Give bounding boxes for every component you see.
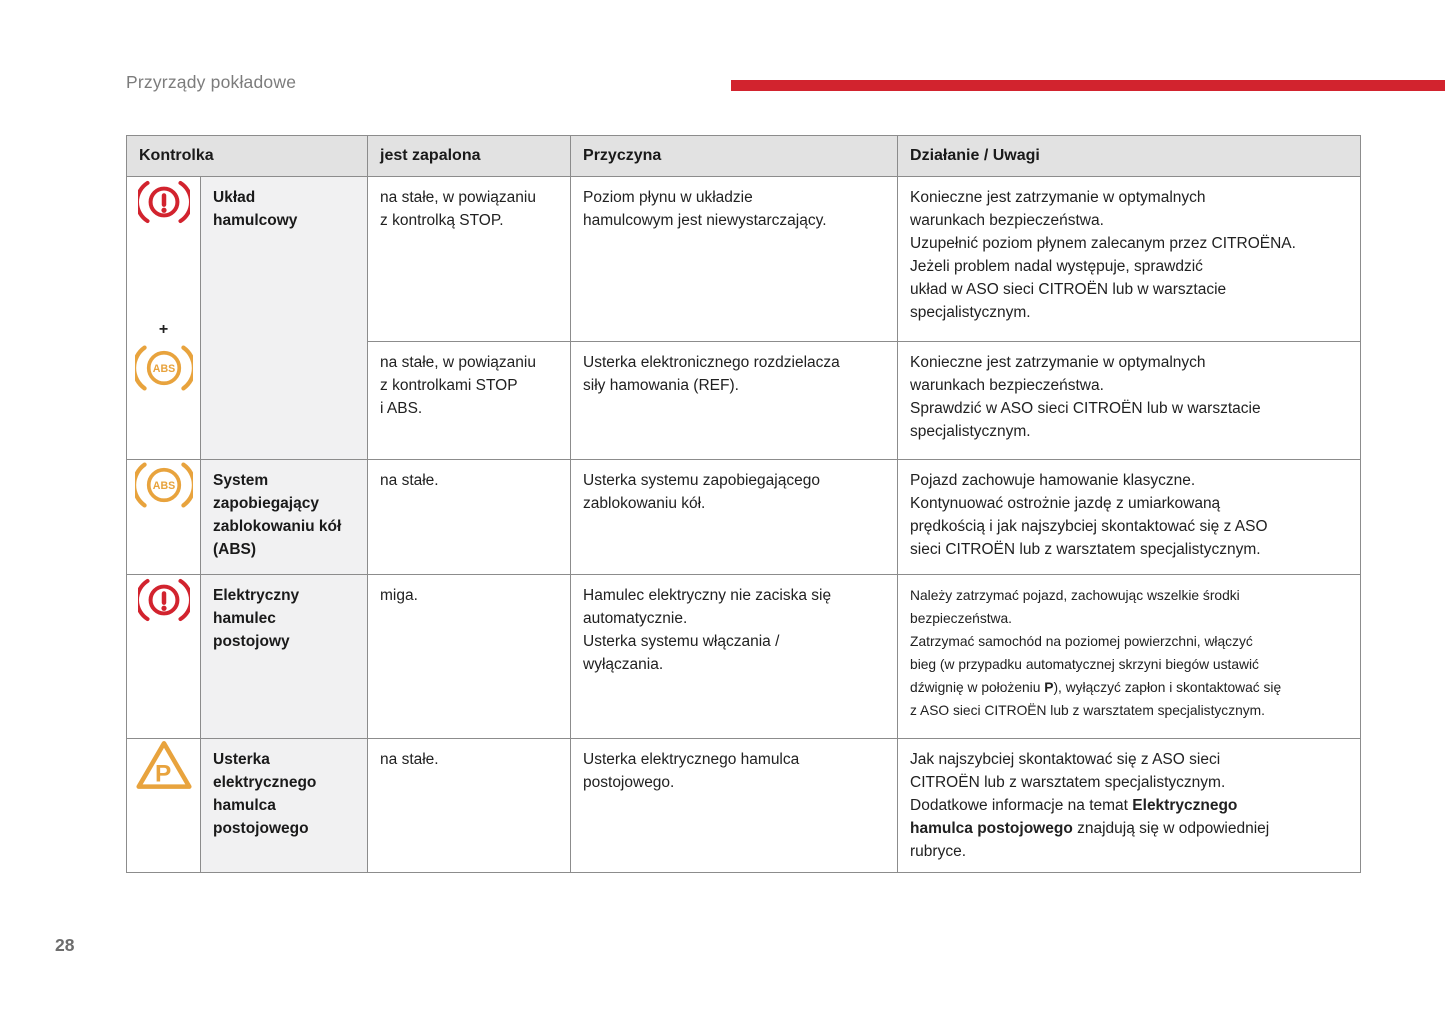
state-cell: na stałe. [367,459,572,575]
page-title: Przyrządy pokładowe [126,72,297,92]
table-row: na stałe, w powiązaniu z kontrolkami STO… [127,341,1362,460]
brake-warning-icon [137,177,190,227]
triangle-icon-letter: P [154,760,170,787]
col-header-state: jest zapalona [367,135,572,177]
brake-warning-icon [137,575,190,625]
warning-icon-cell: ABS [126,459,201,575]
abs-icon-text: ABS [152,480,174,492]
action-cell: Jak najszybciej skontaktować się z ASO s… [897,738,1362,873]
cause-cell: Poziom płynu w układzie hamulcowym jest … [570,176,899,342]
state-cell: na stałe, w powiązaniu z kontrolką STOP. [367,176,572,342]
col-header-cause: Przyczyna [570,135,899,177]
cause-cell: Usterka elektronicznego rozdzielacza sił… [570,341,899,460]
state-cell: na stałe. [367,738,572,873]
action-cell: Konieczne jest zatrzymanie w optymalnych… [897,341,1362,460]
warning-icon-cell: + ABS [126,176,201,460]
page-number: 28 [55,935,75,955]
warning-label: Elektryczny hamulec postojowy [199,574,369,739]
table-header-row: Kontrolka jest zapalona Przyczyna Działa… [125,135,1362,177]
warning-icon-cell: P [126,738,201,873]
col-header-kontrolka: Kontrolka [125,135,369,177]
abs-warning-icon: ABS [134,343,193,393]
warning-label: Usterka elektrycznego hamulca postojoweg… [199,738,369,873]
action-cell: Konieczne jest zatrzymanie w optymalnych… [897,176,1362,342]
warning-icon-cell [126,574,201,739]
table-row: P Usterka elektrycznego hamulca postojow… [126,738,1362,873]
col-header-action: Działanie / Uwagi [897,135,1362,177]
cause-cell: Hamulec elektryczny nie zaciska się auto… [570,574,899,739]
table-row: Elektryczny hamulec postojowy miga. Hamu… [126,574,1362,739]
parking-brake-fault-icon: P [135,739,192,791]
accent-bar [731,80,1445,91]
action-cell: Pojazd zachowuje hamowanie klasyczne. Ko… [897,459,1362,575]
warning-lights-table: Kontrolka jest zapalona Przyczyna Działa… [125,135,1362,873]
warning-label: Układ hamulcowy [199,176,369,460]
abs-warning-icon: ABS [134,460,193,510]
state-cell: na stałe, w powiązaniu z kontrolkami STO… [367,341,572,460]
cause-cell: Usterka elektrycznego hamulca postojoweg… [570,738,899,873]
table-row: + ABS Układ hamulcowy na stałe, w powiąz… [126,176,1362,460]
abs-icon-text: ABS [152,363,174,375]
plus-sign: + [158,321,169,338]
action-cell: Należy zatrzymać pojazd, zachowując wsze… [897,574,1362,739]
state-cell: miga. [367,574,572,739]
warning-label: System zapobiegający zablokowaniu kół (A… [199,459,369,575]
table-row: ABS System zapobiegający zablokowaniu kó… [126,459,1362,575]
cause-cell: Usterka systemu zapobiegającego zablokow… [570,459,899,575]
